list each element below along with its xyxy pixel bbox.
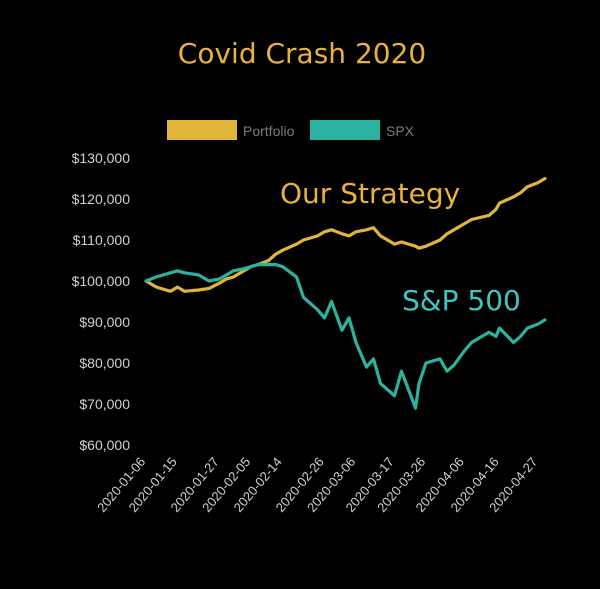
annotation-sp500: S&P 500 <box>402 284 521 317</box>
y-tick-label: $110,000 <box>73 232 131 248</box>
y-tick-label: $80,000 <box>79 355 130 371</box>
series-line-spx <box>144 263 547 410</box>
y-tick-label: $100,000 <box>72 273 131 289</box>
legend: Portfolio SPX <box>167 120 415 140</box>
y-axis: $60,000 $70,000 $80,000 $90,000 $100,000 $110… <box>72 150 131 453</box>
y-tick-label: $60,000 <box>79 437 130 453</box>
series-lines <box>144 176 547 410</box>
annotation-our-strategy: Our Strategy <box>280 177 460 210</box>
legend-label-portfolio: Portfolio <box>243 123 295 139</box>
legend-swatch-spx <box>310 120 380 140</box>
legend-label-spx: SPX <box>386 123 415 139</box>
series-line-portfolio <box>144 176 547 293</box>
y-tick-label: $90,000 <box>79 314 130 330</box>
x-axis: 2020-01-062020-01-152020-01-272020-02-05… <box>94 454 540 515</box>
legend-swatch-portfolio <box>167 120 237 140</box>
y-tick-label: $130,000 <box>72 150 131 166</box>
y-tick-label: $120,000 <box>72 191 131 207</box>
y-tick-label: $70,000 <box>79 396 130 412</box>
chart-title: Covid Crash 2020 <box>178 37 426 70</box>
